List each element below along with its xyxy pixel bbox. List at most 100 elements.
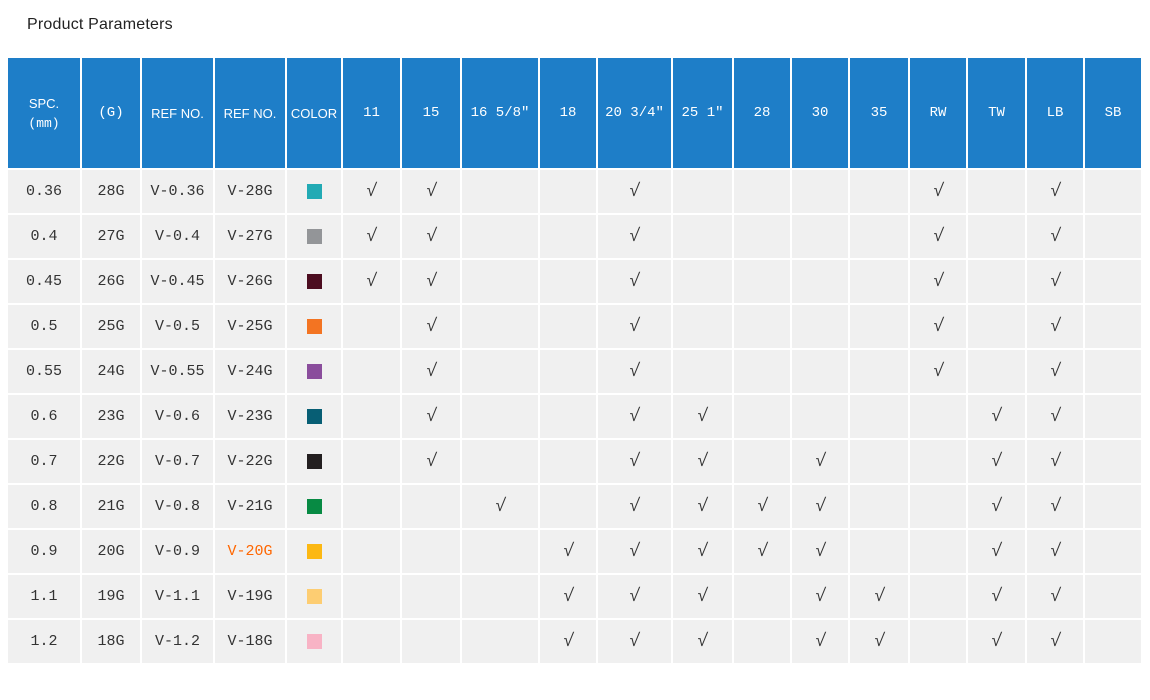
- gauge-cell: 20G: [82, 530, 140, 573]
- check-cell: [462, 530, 538, 573]
- header-cell-ref-no-1: REF NO.: [142, 58, 213, 168]
- check-cell: [1085, 485, 1141, 528]
- check-cell: [462, 170, 538, 213]
- check-mark: √: [1048, 586, 1062, 607]
- check-cell: [734, 575, 790, 618]
- check-cell: [402, 485, 460, 528]
- check-cell: [1085, 170, 1141, 213]
- table-header-row: SPC. (mm) (G) REF NO. REF NO. COLOR 11 15…: [8, 58, 1141, 168]
- color-swatch-cell: [287, 440, 341, 483]
- check-cell: √: [968, 575, 1025, 618]
- spc-cell: 1.1: [8, 575, 80, 618]
- check-cell: √: [462, 485, 538, 528]
- check-cell: [1085, 620, 1141, 663]
- check-cell: [910, 530, 966, 573]
- gauge-cell: 19G: [82, 575, 140, 618]
- ref-no-2-link[interactable]: V-20G: [227, 543, 273, 560]
- check-cell: [910, 575, 966, 618]
- table-row: 0.55 24G V-0.55 V-24G √ √ √ √: [8, 350, 1141, 393]
- check-mark: √: [365, 226, 378, 247]
- check-cell: [343, 440, 400, 483]
- check-mark: √: [1048, 496, 1062, 517]
- check-cell: [343, 530, 400, 573]
- gauge-cell: 23G: [82, 395, 140, 438]
- color-swatch: [306, 498, 322, 514]
- check-cell: √: [1027, 305, 1083, 348]
- check-cell: √: [402, 440, 460, 483]
- check-cell: [850, 350, 908, 393]
- check-mark: √: [1048, 271, 1062, 292]
- gauge-cell: 28G: [82, 170, 140, 213]
- spc-cell: 1.2: [8, 620, 80, 663]
- header-cell-lb: LB: [1027, 58, 1083, 168]
- check-cell: [968, 305, 1025, 348]
- header-cell-15: 15: [402, 58, 460, 168]
- check-cell: [540, 170, 596, 213]
- check-cell: [1085, 260, 1141, 303]
- check-cell: [792, 305, 848, 348]
- check-cell: √: [598, 395, 671, 438]
- check-cell: √: [540, 620, 596, 663]
- gauge-cell: 18G: [82, 620, 140, 663]
- check-cell: √: [968, 440, 1025, 483]
- spc-cell: 0.55: [8, 350, 80, 393]
- check-mark: √: [696, 406, 709, 427]
- check-cell: √: [792, 575, 848, 618]
- page-title: Product Parameters: [27, 16, 173, 33]
- check-mark: √: [1048, 316, 1062, 337]
- check-cell: √: [910, 260, 966, 303]
- check-mark: √: [424, 271, 438, 292]
- check-mark: √: [755, 541, 769, 562]
- header-cell-18: 18: [540, 58, 596, 168]
- check-mark: √: [931, 361, 945, 382]
- check-cell: √: [402, 260, 460, 303]
- check-cell: [968, 260, 1025, 303]
- check-mark: √: [813, 496, 827, 517]
- check-cell: √: [343, 170, 400, 213]
- check-cell: [462, 395, 538, 438]
- spc-cell: 0.45: [8, 260, 80, 303]
- check-cell: √: [673, 575, 732, 618]
- ref-no-1-cell: V-0.9: [142, 530, 213, 573]
- ref-no-2-text: V-28G: [227, 183, 273, 200]
- check-cell: [968, 170, 1025, 213]
- check-mark: √: [424, 226, 438, 247]
- ref-no-2-text: V-25G: [227, 318, 273, 335]
- check-cell: [402, 530, 460, 573]
- check-cell: √: [343, 260, 400, 303]
- header-cell-25-1: 25 1″: [673, 58, 732, 168]
- check-mark: √: [872, 631, 886, 652]
- check-cell: √: [792, 620, 848, 663]
- check-cell: [792, 170, 848, 213]
- check-mark: √: [1048, 181, 1062, 202]
- table-row: 0.36 28G V-0.36 V-28G √ √ √ √ √: [8, 170, 1141, 213]
- check-cell: √: [673, 620, 732, 663]
- check-cell: √: [1027, 575, 1083, 618]
- check-mark: √: [628, 631, 641, 652]
- check-cell: [910, 440, 966, 483]
- color-swatch-cell: [287, 350, 341, 393]
- check-cell: √: [540, 575, 596, 618]
- check-cell: √: [598, 485, 671, 528]
- check-cell: [402, 575, 460, 618]
- check-cell: [1085, 215, 1141, 258]
- check-cell: [968, 215, 1025, 258]
- gauge-cell: 21G: [82, 485, 140, 528]
- check-cell: [673, 260, 732, 303]
- check-mark: √: [813, 586, 827, 607]
- check-mark: √: [628, 586, 641, 607]
- check-mark: √: [990, 586, 1003, 607]
- check-cell: [734, 395, 790, 438]
- header-cell-30: 30: [792, 58, 848, 168]
- spc-cell: 0.36: [8, 170, 80, 213]
- color-swatch: [306, 588, 322, 604]
- check-mark: √: [628, 406, 641, 427]
- ref-no-1-cell: V-1.2: [142, 620, 213, 663]
- check-cell: [850, 215, 908, 258]
- check-cell: [540, 485, 596, 528]
- check-cell: [343, 575, 400, 618]
- ref-no-2-cell: V-24G: [215, 350, 285, 393]
- check-cell: [792, 260, 848, 303]
- check-mark: √: [365, 181, 378, 202]
